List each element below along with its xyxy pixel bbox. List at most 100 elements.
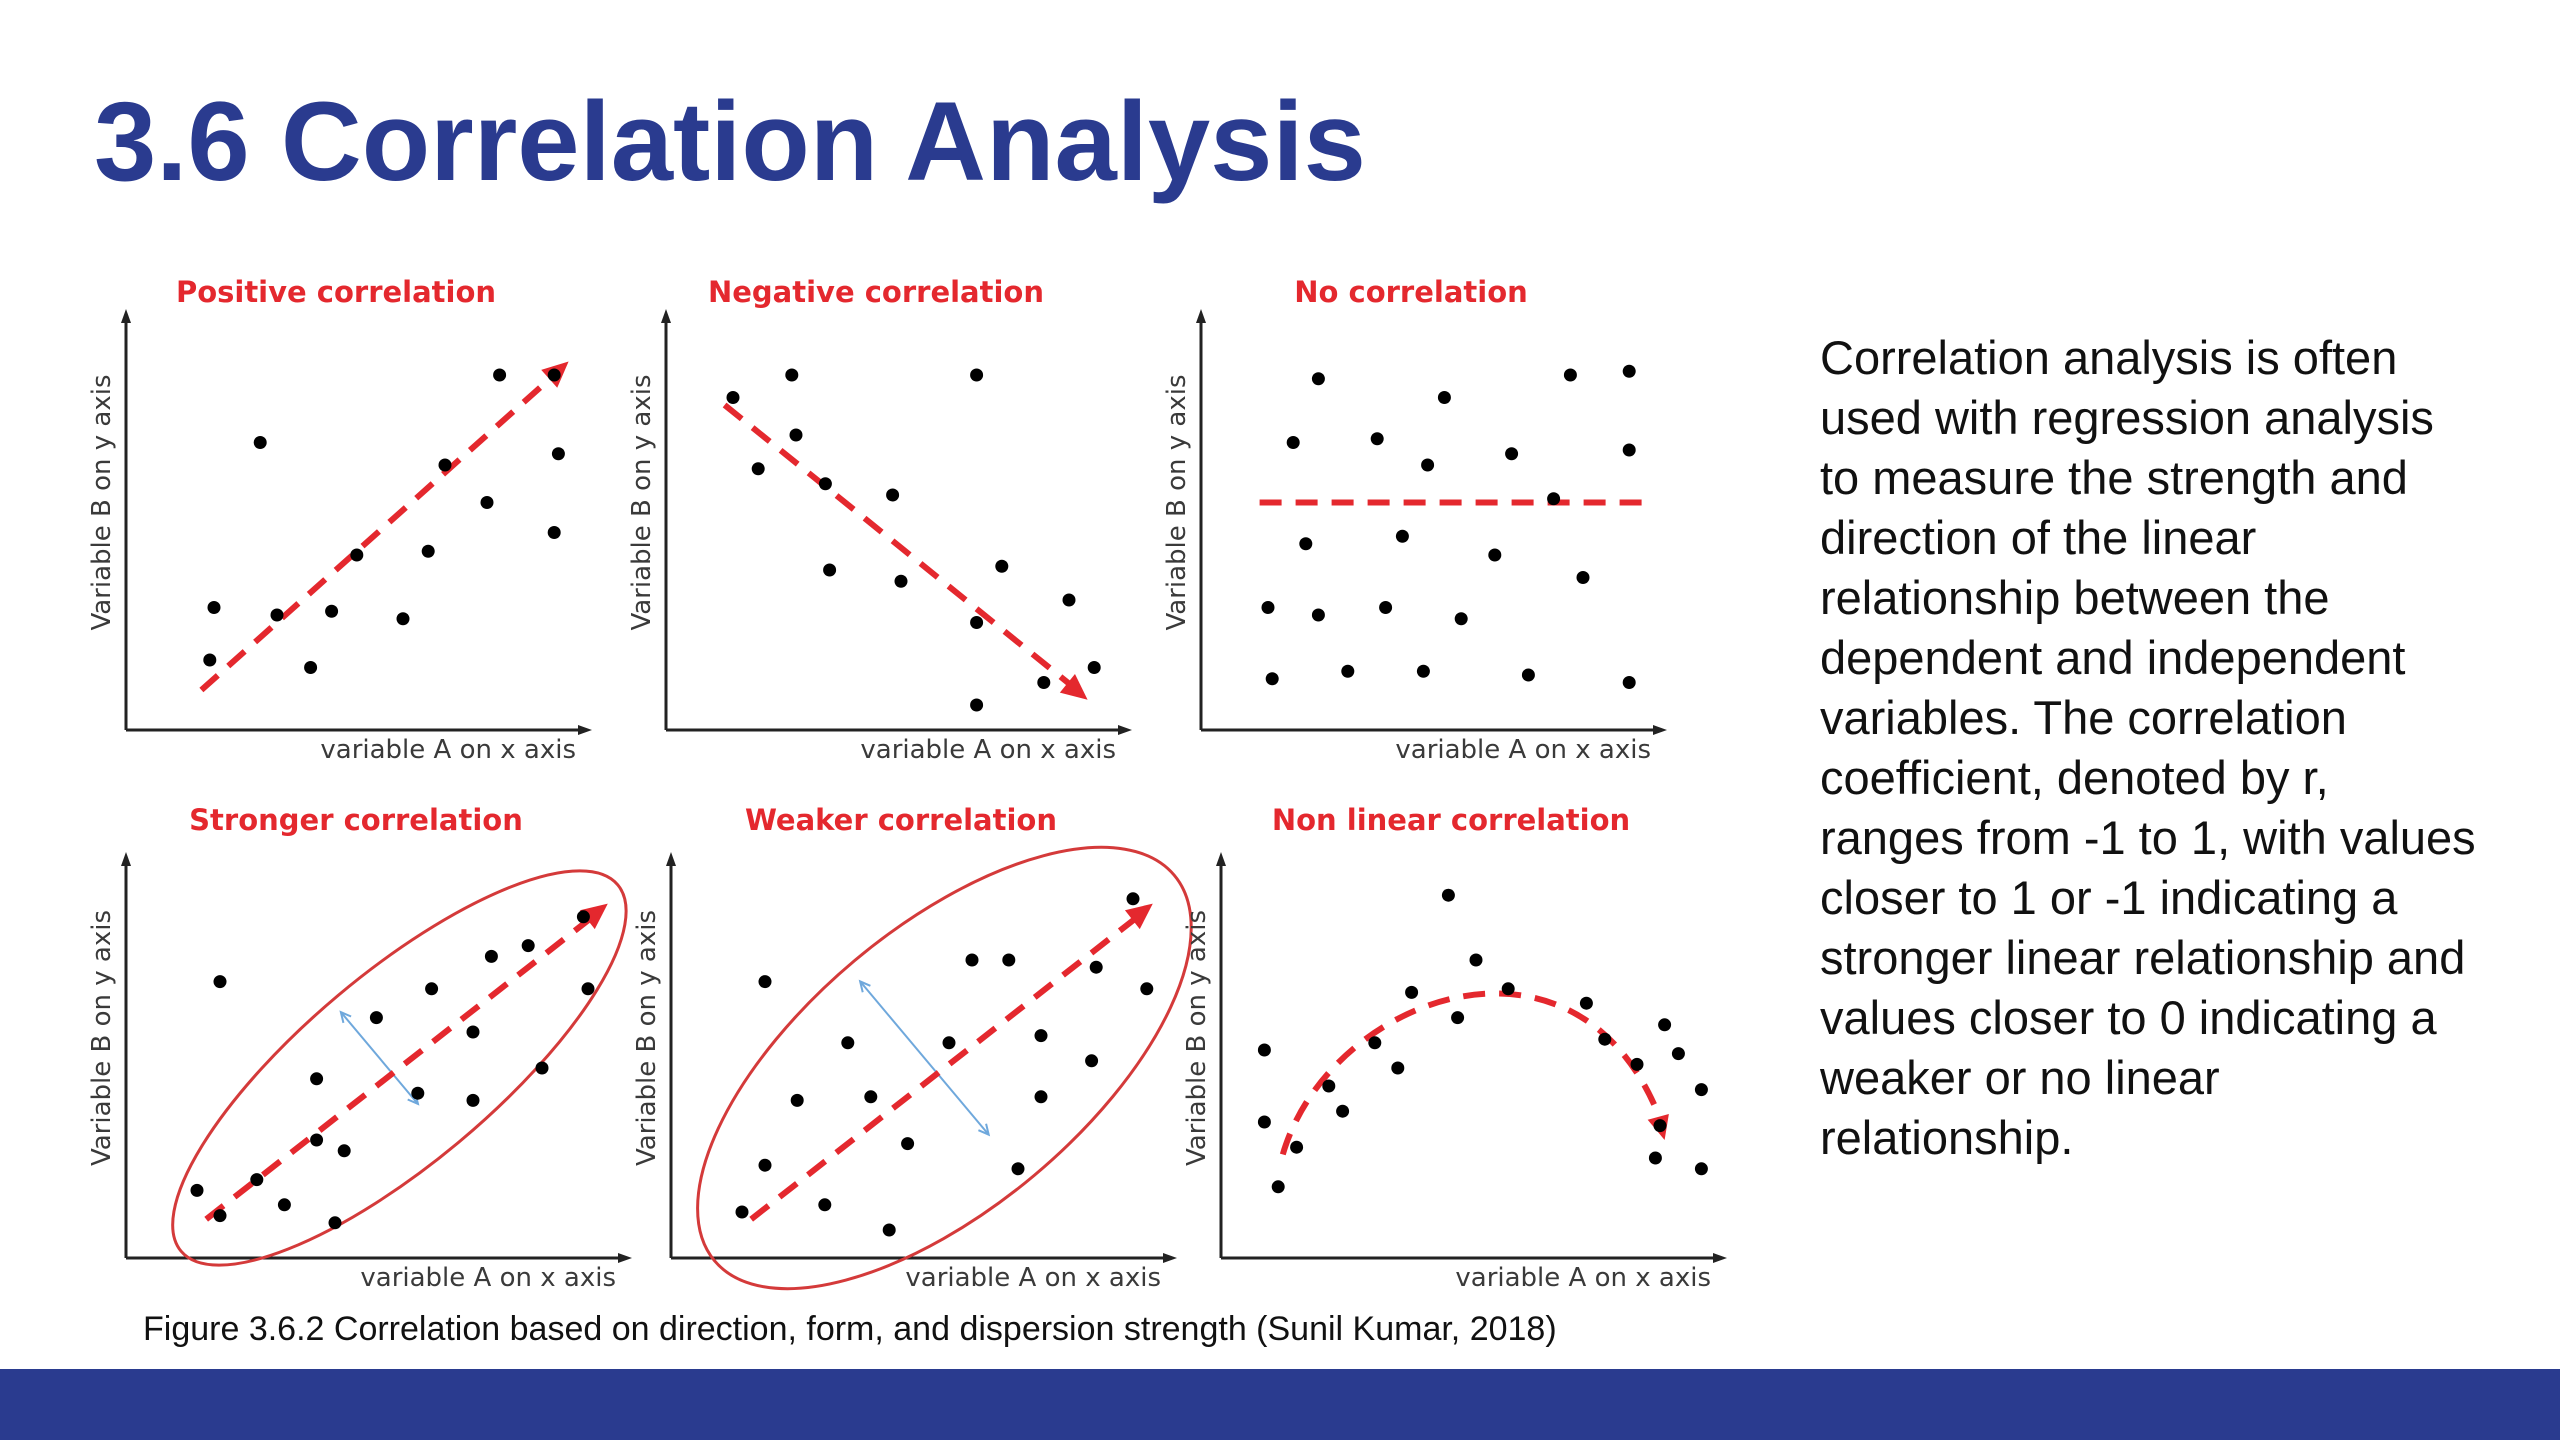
data-point	[304, 661, 318, 674]
data-point	[726, 391, 740, 404]
data-point	[369, 1011, 383, 1025]
nonlinear-plot: Non linear correlation variable A on x ax…	[1182, 803, 1727, 1293]
trend-line	[204, 907, 604, 1222]
data-point	[1341, 664, 1355, 678]
data-point	[1653, 1119, 1667, 1133]
data-point	[1002, 953, 1016, 967]
spread-arrowhead-end	[978, 1123, 991, 1137]
data-point	[277, 1198, 291, 1212]
figure-caption: Figure 3.6.2 Correlation based on direct…	[143, 1310, 1557, 1348]
data-point	[894, 574, 908, 588]
data-point	[396, 612, 410, 626]
data-point	[789, 428, 803, 442]
panel-title: Non linear correlation	[1272, 803, 1630, 837]
trend-line	[1279, 990, 1663, 1156]
data-point	[1579, 996, 1593, 1010]
data-point	[882, 1223, 896, 1237]
data-point	[1576, 571, 1590, 584]
data-point	[310, 1133, 324, 1147]
data-point	[551, 447, 565, 461]
data-point	[310, 1072, 324, 1086]
data-point	[818, 477, 832, 491]
data-point	[581, 982, 595, 996]
data-point	[1379, 601, 1393, 614]
data-point	[1622, 364, 1636, 378]
data-point	[521, 939, 535, 953]
footer-bar	[0, 1369, 2560, 1440]
data-point	[1257, 1115, 1271, 1129]
data-point	[253, 436, 267, 449]
data-point	[901, 1137, 915, 1151]
panel-negative: Negative correlation variable A on x axis…	[620, 270, 1140, 770]
data-point	[207, 601, 221, 614]
spread-arrowhead-start	[339, 1010, 352, 1024]
x-axis-label: variable A on x axis	[905, 1263, 1161, 1293]
data-point	[1336, 1104, 1350, 1118]
data-point	[1437, 391, 1451, 404]
data-point	[1630, 1057, 1644, 1071]
data-point	[466, 1025, 480, 1039]
data-point	[785, 368, 799, 382]
data-point	[576, 910, 590, 924]
data-point	[886, 488, 900, 502]
data-point	[547, 368, 561, 382]
data-point	[1598, 1032, 1612, 1046]
panel-nonlinear: Non linear correlation variable A on x ax…	[1175, 798, 1735, 1298]
data-point	[1547, 492, 1561, 506]
trend-arrowhead	[1059, 674, 1088, 700]
data-point	[841, 1036, 855, 1050]
spread-arrow	[859, 980, 990, 1136]
x-axis-arrowhead	[1653, 725, 1667, 735]
data-point	[1469, 953, 1483, 967]
x-axis-label: variable A on x axis	[1395, 735, 1651, 765]
data-point	[337, 1144, 351, 1158]
data-point	[1257, 1043, 1271, 1057]
data-point	[328, 1216, 342, 1230]
data-point	[438, 458, 452, 472]
stronger-plot: Stronger correlation variable A on x axis…	[87, 803, 632, 1293]
data-point	[818, 1198, 832, 1212]
data-point	[1648, 1151, 1662, 1165]
data-point	[995, 559, 1009, 573]
data-point	[1441, 888, 1455, 902]
data-point	[493, 368, 507, 382]
data-point	[484, 949, 498, 963]
data-point	[1299, 537, 1313, 551]
data-point	[350, 548, 364, 562]
x-axis-label: variable A on x axis	[320, 735, 576, 765]
y-axis-arrowhead	[121, 309, 131, 323]
data-point	[970, 698, 984, 712]
data-point	[1488, 548, 1502, 562]
x-axis-arrowhead	[1163, 1253, 1177, 1263]
x-axis-label: variable A on x axis	[360, 1263, 616, 1293]
data-point	[1322, 1079, 1336, 1093]
trend-line	[749, 907, 1149, 1222]
data-point	[270, 608, 284, 622]
data-point	[1658, 1018, 1672, 1032]
y-axis-arrowhead	[1196, 309, 1206, 323]
data-point	[1140, 982, 1154, 996]
dispersion-ellipse	[171, 869, 628, 1267]
data-point	[758, 975, 772, 989]
data-point	[1011, 1162, 1025, 1176]
slide-title: 3.6 Correlation Analysis	[94, 79, 1366, 204]
data-point	[751, 462, 765, 476]
trend-arrowhead	[579, 903, 608, 930]
spread-arrow	[340, 1011, 419, 1105]
data-point	[1694, 1083, 1708, 1097]
panel-title: Negative correlation	[708, 275, 1044, 309]
data-point	[1368, 1036, 1382, 1050]
panel-title: Stronger correlation	[189, 803, 523, 837]
data-point	[1311, 372, 1325, 386]
data-point	[1391, 1061, 1405, 1075]
data-point	[1370, 432, 1384, 446]
data-point	[1395, 529, 1409, 543]
data-point	[1265, 672, 1279, 686]
data-point	[411, 1086, 425, 1100]
data-point	[1271, 1180, 1285, 1194]
panel-stronger: Stronger correlation variable A on x axis…	[80, 798, 640, 1298]
data-point	[1694, 1162, 1708, 1176]
y-axis-label: Variable B on y axis	[87, 910, 117, 1166]
data-point	[1034, 1090, 1048, 1104]
data-point	[466, 1093, 480, 1107]
